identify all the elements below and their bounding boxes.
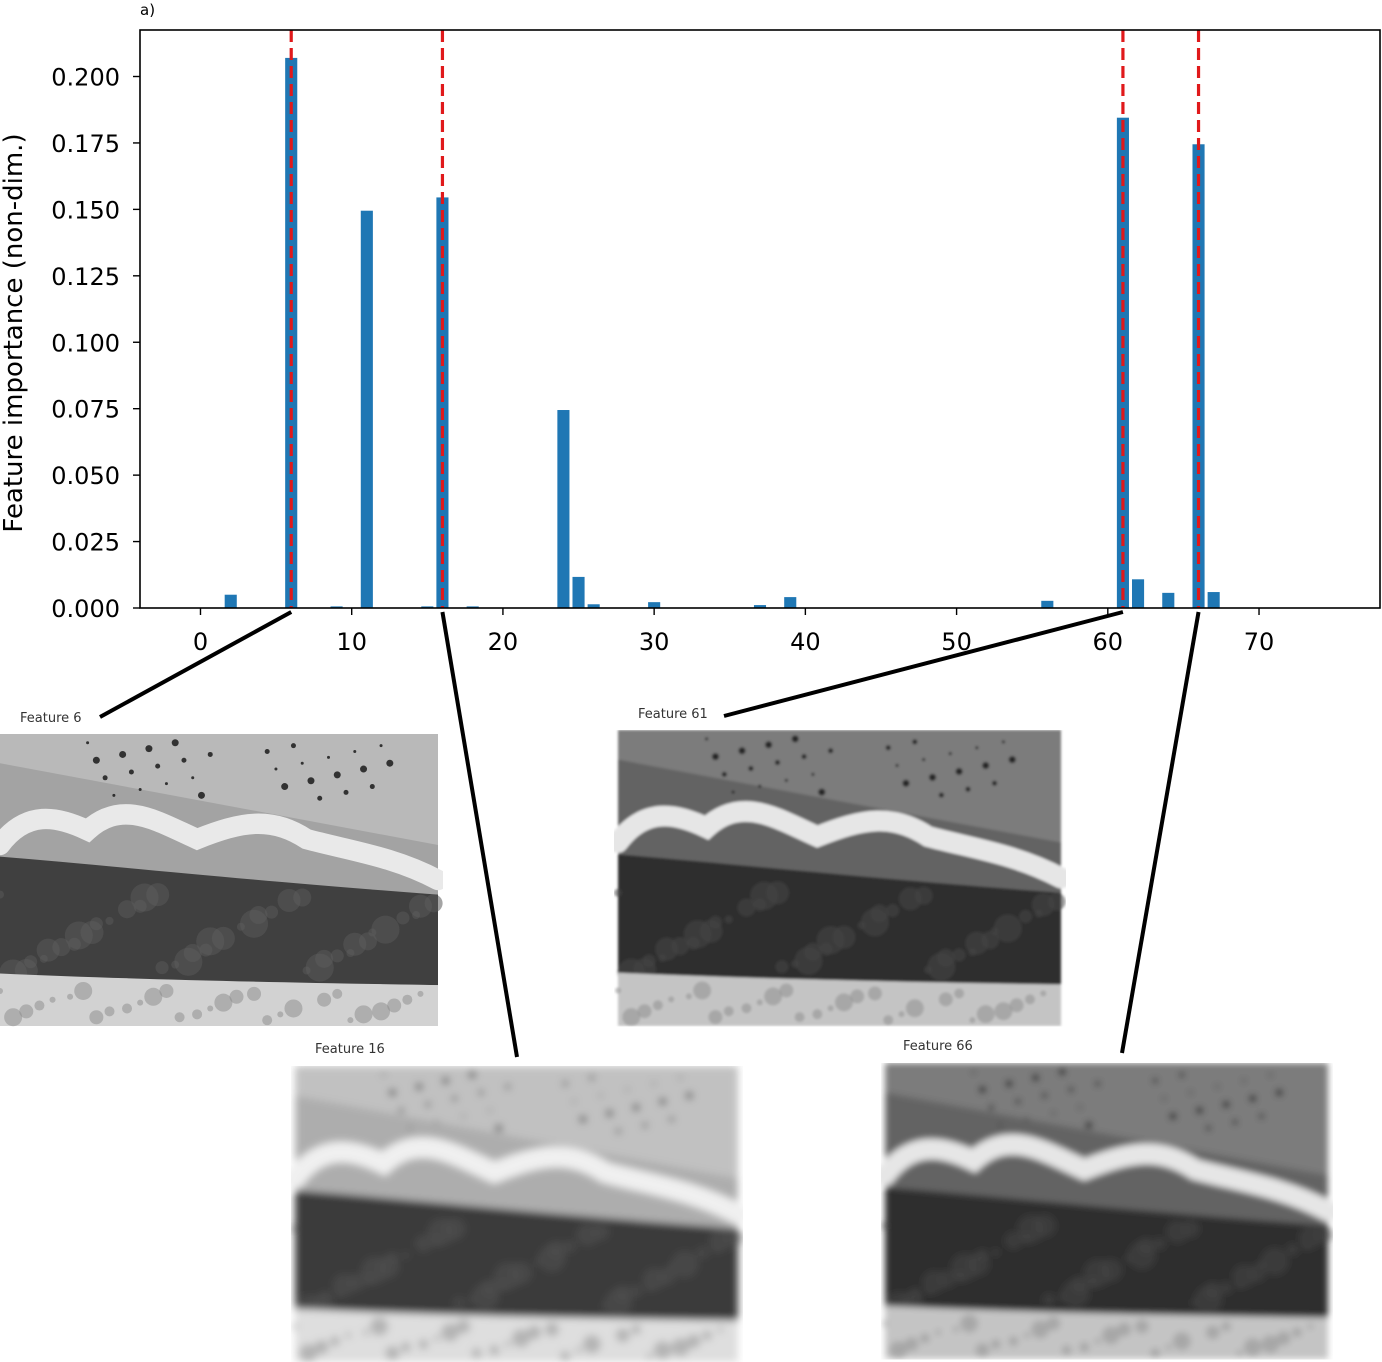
thumbnail-feature-61: Feature 61 bbox=[607, 707, 1072, 1027]
micrograph-image bbox=[874, 1063, 1339, 1360]
bar-feature-64 bbox=[1162, 592, 1175, 608]
y-tick-label: 0.125 bbox=[51, 263, 120, 291]
bar-feature-16 bbox=[436, 197, 449, 608]
feature-thumbnails: Feature 6 Feature 16 Feature 61 Feature 66 bbox=[0, 707, 1339, 1362]
panel-label: a) bbox=[140, 1, 155, 19]
bar-feature-6 bbox=[285, 57, 298, 608]
y-tick-label: 0.175 bbox=[51, 130, 120, 158]
y-tick-label: 0.100 bbox=[51, 329, 120, 357]
bar-feature-11 bbox=[360, 210, 373, 608]
thumbnail-feature-6: Feature 6 bbox=[0, 711, 449, 1027]
thumbnail-feature-16: Feature 16 bbox=[284, 1042, 749, 1362]
y-tick-label: 0.150 bbox=[51, 196, 120, 224]
x-tick-label: 10 bbox=[336, 628, 367, 656]
connector-lines bbox=[99, 610, 1201, 1058]
x-tick-label: 60 bbox=[1093, 628, 1124, 656]
x-tick-label: 0 bbox=[193, 628, 208, 656]
y-axis: 0.000 0.025 0.050 0.075 0.100 0.125 0.150 0.175… bbox=[51, 64, 140, 623]
bar-feature-24 bbox=[557, 410, 570, 608]
x-tick-label: 40 bbox=[790, 628, 821, 656]
thumbnail-caption: Feature 61 bbox=[638, 707, 708, 722]
x-tick-label: 70 bbox=[1244, 628, 1275, 656]
y-axis-label: Feature importance (non-dim.) bbox=[0, 133, 29, 532]
bar-feature-39 bbox=[784, 597, 797, 608]
connector-feature-61 bbox=[723, 610, 1124, 718]
y-tick-label: 0.000 bbox=[51, 595, 120, 623]
micrograph-image bbox=[284, 1066, 749, 1362]
x-tick-label: 30 bbox=[639, 628, 670, 656]
micrograph-image bbox=[607, 730, 1072, 1027]
bar-feature-26 bbox=[587, 604, 600, 608]
bar-feature-67 bbox=[1207, 592, 1220, 608]
bar-series bbox=[224, 57, 1220, 608]
connector-feature-66 bbox=[1120, 611, 1201, 1054]
x-tick-label: 20 bbox=[488, 628, 519, 656]
thumbnail-caption: Feature 66 bbox=[903, 1039, 973, 1054]
y-tick-label: 0.025 bbox=[51, 529, 120, 557]
connector-feature-16 bbox=[440, 611, 519, 1058]
thumbnail-feature-66: Feature 66 bbox=[874, 1039, 1339, 1360]
y-tick-label: 0.050 bbox=[51, 462, 120, 490]
plot-area: 0 10 20 30 40 50 60 70 0.0000.0250.0500.0750.10… bbox=[0, 29, 1381, 656]
thumbnail-caption: Feature 16 bbox=[315, 1042, 385, 1057]
plot-frame bbox=[139, 29, 1381, 609]
x-axis: 0 10 20 30 40 50 60 70 bbox=[193, 608, 1274, 656]
micrograph-image bbox=[0, 734, 449, 1027]
bar-feature-30 bbox=[648, 602, 661, 608]
y-tick-label: 0.200 bbox=[51, 64, 120, 92]
bar-feature-37 bbox=[753, 605, 767, 608]
bar-feature-56 bbox=[1041, 600, 1054, 608]
thumbnail-caption: Feature 6 bbox=[20, 711, 82, 726]
highlight-markers bbox=[289, 30, 1201, 608]
bar-feature-2 bbox=[224, 594, 237, 608]
connector-feature-6 bbox=[99, 610, 293, 719]
bar-feature-25 bbox=[572, 576, 585, 608]
y-tick-label: 0.075 bbox=[51, 396, 120, 424]
bar-feature-62 bbox=[1132, 579, 1145, 608]
